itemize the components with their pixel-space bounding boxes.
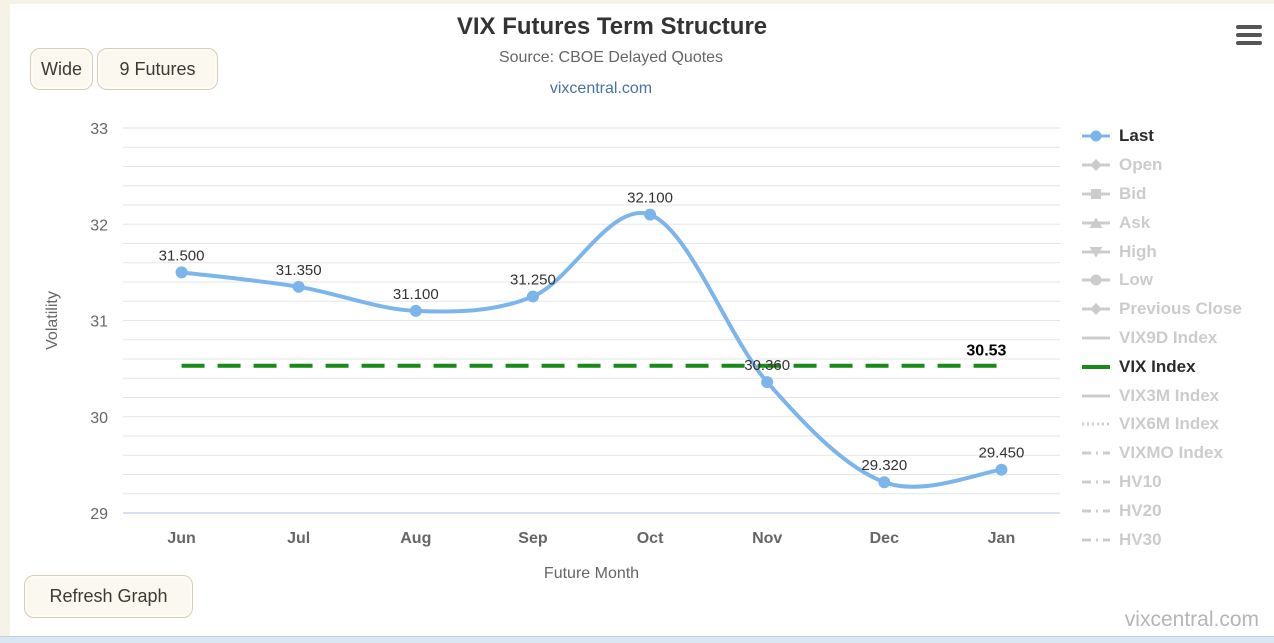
legend-label: High (1119, 241, 1157, 261)
legend-item-open[interactable]: Open (1081, 151, 1242, 180)
data-point-marker[interactable] (761, 376, 774, 389)
data-point-marker[interactable] (878, 476, 891, 489)
legend-label: HV20 (1119, 500, 1162, 520)
legend-item-vix-index[interactable]: VIX Index (1081, 352, 1242, 381)
legend-marker-icon (1082, 509, 1110, 513)
x-axis-tick-label: Dec (870, 530, 899, 547)
legend-marker-icon (1082, 451, 1110, 455)
y-axis-tick-label: 29 (90, 506, 108, 523)
legend-item-low[interactable]: Low (1081, 266, 1242, 295)
x-axis-tick-label: Jun (167, 530, 195, 547)
vix-index-value-label: 30.53 (966, 343, 1006, 360)
legend-label: Low (1119, 270, 1153, 290)
x-axis-tick-label: Nov (752, 530, 782, 547)
hamburger-bar (1236, 41, 1262, 45)
legend-item-vixmo-index[interactable]: VIXMO Index (1081, 439, 1242, 468)
chart-title: VIX Futures Term Structure (456, 13, 768, 40)
data-point-label: 29.450 (978, 445, 1024, 462)
legend-marker-icon (1082, 274, 1110, 286)
legend-marker-icon (1082, 159, 1110, 172)
x-axis-tick-label: Sep (518, 530, 548, 547)
data-point-marker[interactable] (526, 290, 539, 303)
legend-item-hv30[interactable]: HV30 (1081, 525, 1242, 554)
legend-label: HV10 (1119, 471, 1162, 491)
refresh-graph-button[interactable]: Refresh Graph (24, 575, 193, 618)
legend-label: Bid (1119, 183, 1147, 203)
legend-item-high[interactable]: High (1081, 237, 1242, 266)
x-axis-tick-label: Oct (637, 530, 664, 547)
hamburger-menu-icon[interactable] (1236, 25, 1262, 45)
legend-marker-icon (1082, 130, 1110, 142)
legend-marker-icon (1082, 364, 1110, 369)
data-point-marker[interactable] (175, 266, 188, 279)
x-axis-tick-label: Jan (988, 530, 1016, 547)
chart-legend: Last Open Bid Ask High Low Previous Close VIX9D… (1081, 122, 1242, 554)
wide-button[interactable]: Wide (30, 48, 93, 90)
last-series-line (179, 210, 1004, 489)
legend-item-vix6m-index[interactable]: VIX6M Index (1081, 410, 1242, 439)
legend-marker-icon (1082, 422, 1110, 426)
legend-label: Previous Close (1119, 299, 1242, 319)
legend-marker-icon (1082, 336, 1110, 340)
hamburger-bar (1236, 33, 1262, 37)
legend-label: Open (1119, 155, 1163, 175)
legend-label: Ask (1119, 212, 1151, 232)
legend-marker-icon (1082, 303, 1110, 316)
y-axis-tick-label: 31 (90, 314, 108, 331)
legend-label: VIX Index (1119, 356, 1196, 376)
futures-count-button[interactable]: 9 Futures (97, 48, 218, 90)
data-point-label: 31.250 (510, 271, 556, 288)
x-axis-title: Future Month (544, 565, 639, 582)
data-point-marker[interactable] (995, 463, 1008, 476)
legend-label: VIX9D Index (1119, 327, 1218, 347)
y-axis-title: Volatility (44, 291, 61, 350)
legend-item-bid[interactable]: Bid (1081, 180, 1242, 209)
legend-marker-icon (1082, 246, 1110, 258)
hamburger-bar (1236, 25, 1262, 29)
y-axis-tick-label: 33 (90, 121, 108, 138)
legend-label: VIX6M Index (1119, 414, 1220, 434)
legend-item-hv20[interactable]: HV20 (1081, 496, 1242, 525)
chart-subtitle: Source: CBOE Delayed Quotes (498, 49, 724, 66)
legend-label: VIXMO Index (1119, 443, 1223, 463)
legend-item-last[interactable]: Last (1081, 122, 1242, 151)
bottom-edge (0, 636, 1274, 643)
legend-item-hv10[interactable]: HV10 (1081, 468, 1242, 497)
vixcentral-link[interactable]: vixcentral.com (549, 80, 653, 97)
legend-label: Last (1119, 126, 1154, 146)
y-axis-tick-label: 32 (90, 217, 108, 234)
data-point-marker[interactable] (644, 208, 657, 221)
data-point-label: 29.320 (861, 457, 907, 474)
watermark: vixcentral.com (1124, 608, 1259, 631)
legend-marker-icon (1082, 217, 1110, 228)
data-point-label: 31.500 (159, 247, 205, 264)
data-point-label: 32.100 (627, 190, 673, 207)
legend-marker-icon (1082, 538, 1110, 542)
legend-label: VIX3M Index (1119, 385, 1220, 405)
x-axis-tick-label: Aug (400, 530, 431, 547)
data-point-marker[interactable] (292, 280, 305, 293)
legend-label: HV30 (1119, 529, 1162, 549)
legend-marker-icon (1082, 394, 1110, 398)
legend-item-previous-close[interactable]: Previous Close (1081, 295, 1242, 324)
data-point-label: 31.350 (276, 262, 322, 279)
data-point-marker[interactable] (409, 304, 422, 317)
data-point-label: 30.360 (744, 357, 790, 374)
legend-item-ask[interactable]: Ask (1081, 208, 1242, 237)
legend-marker-icon (1082, 188, 1110, 199)
data-point-label: 31.100 (393, 286, 439, 303)
x-axis-tick-label: Jul (287, 530, 310, 547)
legend-marker-icon (1082, 480, 1110, 484)
legend-item-vix3m-index[interactable]: VIX3M Index (1081, 381, 1242, 410)
legend-item-vix9d-index[interactable]: VIX9D Index (1081, 324, 1242, 353)
y-axis-tick-label: 30 (90, 410, 108, 427)
